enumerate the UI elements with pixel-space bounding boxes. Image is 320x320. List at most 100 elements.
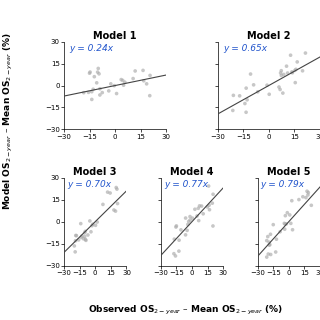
Point xyxy=(88,69,93,75)
Point xyxy=(206,203,212,208)
Point xyxy=(279,68,284,73)
Text: y = 0.65x: y = 0.65x xyxy=(223,44,267,53)
Point xyxy=(86,90,91,95)
Point xyxy=(284,64,289,69)
Point xyxy=(76,237,81,243)
Point xyxy=(277,229,283,234)
Point xyxy=(74,233,79,238)
Point xyxy=(207,207,212,212)
Text: y = 0.79x: y = 0.79x xyxy=(261,180,305,189)
Point xyxy=(100,202,106,207)
Point xyxy=(84,238,89,243)
Point xyxy=(88,229,93,234)
Point xyxy=(173,225,179,230)
Point xyxy=(177,238,182,243)
Point xyxy=(292,68,298,73)
Point xyxy=(309,203,314,208)
Point xyxy=(278,70,283,76)
Point xyxy=(173,253,178,259)
Point xyxy=(296,197,301,202)
Point xyxy=(265,83,270,88)
Point xyxy=(147,93,152,98)
Point xyxy=(176,249,181,254)
Text: Observed OS$_{2-year}$ – Mean OS$_{2-year}$ (%): Observed OS$_{2-year}$ – Mean OS$_{2-yea… xyxy=(88,304,283,317)
Point xyxy=(288,53,293,58)
Title: Model 5: Model 5 xyxy=(267,167,310,177)
Point xyxy=(82,230,87,236)
Point xyxy=(276,84,282,90)
Point xyxy=(82,234,87,239)
Point xyxy=(96,71,101,76)
Point xyxy=(271,222,276,227)
Point xyxy=(210,201,215,206)
Point xyxy=(282,221,287,226)
Point xyxy=(140,68,146,73)
Point xyxy=(183,232,188,237)
Point xyxy=(264,254,269,260)
Point xyxy=(144,81,149,86)
Title: Model 1: Model 1 xyxy=(93,31,137,41)
Point xyxy=(96,66,101,71)
Point xyxy=(293,67,299,72)
Point xyxy=(132,68,138,74)
Point xyxy=(211,192,216,197)
Point xyxy=(87,71,92,76)
Point xyxy=(172,236,177,242)
Point xyxy=(111,207,116,212)
Point xyxy=(237,93,242,98)
Point xyxy=(267,243,272,248)
Point xyxy=(305,192,310,197)
Point xyxy=(78,221,83,226)
Point xyxy=(113,209,118,214)
Point xyxy=(95,69,100,75)
Point xyxy=(131,76,136,81)
Point xyxy=(199,204,204,209)
Point xyxy=(119,77,124,82)
Point xyxy=(112,83,117,88)
Point xyxy=(190,216,195,221)
Title: Model 4: Model 4 xyxy=(170,167,214,177)
Point xyxy=(295,59,300,64)
Point xyxy=(90,222,95,227)
Point xyxy=(188,218,193,223)
Point xyxy=(231,93,236,98)
Point xyxy=(284,221,289,226)
Point xyxy=(83,237,88,242)
Point xyxy=(185,228,190,233)
Point xyxy=(171,251,176,256)
Point xyxy=(91,87,96,92)
Point xyxy=(106,88,111,93)
Point xyxy=(97,86,102,91)
Title: Model 2: Model 2 xyxy=(247,31,291,41)
Point xyxy=(267,240,272,245)
Point xyxy=(79,234,84,239)
Point xyxy=(283,221,288,227)
Point xyxy=(108,81,113,86)
Point xyxy=(279,73,284,78)
Point xyxy=(266,252,271,257)
Point xyxy=(304,189,309,194)
Point xyxy=(100,90,105,95)
Point xyxy=(73,233,78,238)
Point xyxy=(122,80,127,85)
Point xyxy=(186,219,191,224)
Point xyxy=(277,87,283,92)
Point xyxy=(114,185,119,190)
Point xyxy=(281,72,286,77)
Point xyxy=(290,70,295,75)
Point xyxy=(303,195,308,200)
Point xyxy=(73,249,78,254)
Point xyxy=(306,190,311,195)
Text: Model OS$_{2-year}$ – Mean OS$_{2-year}$ (%): Model OS$_{2-year}$ – Mean OS$_{2-year}$… xyxy=(2,33,15,210)
Point xyxy=(289,198,294,203)
Point xyxy=(293,80,298,85)
Point xyxy=(89,223,94,228)
Point xyxy=(280,91,285,96)
Text: y = 0.24x: y = 0.24x xyxy=(69,44,113,53)
Point xyxy=(192,207,197,212)
Point xyxy=(267,242,272,247)
Point xyxy=(73,238,78,243)
Point xyxy=(268,252,273,257)
Point xyxy=(188,214,193,219)
Point xyxy=(185,222,190,227)
